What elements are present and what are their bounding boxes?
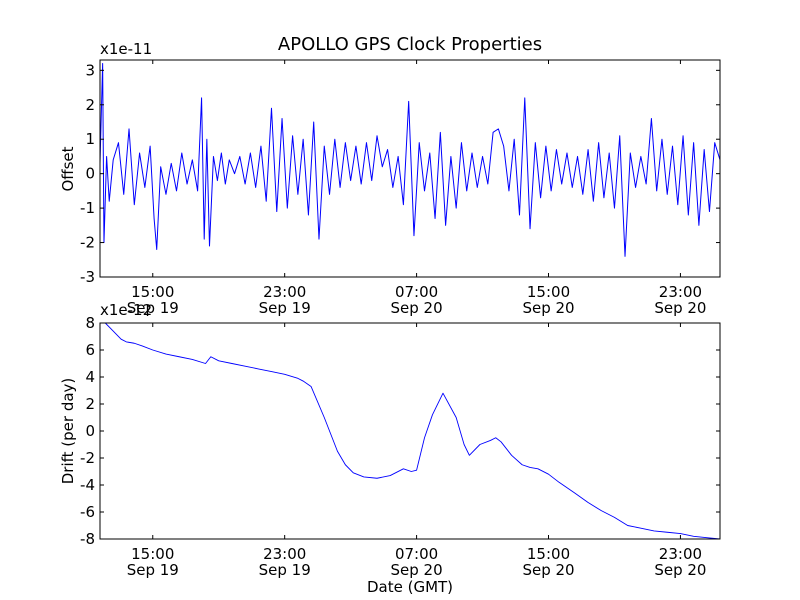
offset-plot-frame <box>99 59 721 278</box>
offset-xtick-date: Sep 19 <box>259 299 311 317</box>
offset-xtick-time: 23:00 <box>659 283 702 301</box>
drift-xtick-time: 15:00 <box>131 545 174 563</box>
offset-ylabel: Offset <box>59 146 77 191</box>
drift-xtick-time: 07:00 <box>395 545 438 563</box>
drift-ytick-label: -4 <box>80 476 95 494</box>
drift-y-axis: -8 -6 -4 -2 0 2 4 6 8 <box>80 314 720 548</box>
drift-ytick-label: 8 <box>85 314 95 332</box>
offset-y-axis: -3 -2 -1 0 1 2 3 <box>80 61 720 286</box>
offset-ytick-label: 1 <box>85 130 95 148</box>
offset-xtick-date: Sep 20 <box>391 299 443 317</box>
drift-xtick-time: 23:00 <box>659 545 702 563</box>
drift-xtick-date: Sep 19 <box>259 561 311 579</box>
offset-xtick-time: 15:00 <box>527 283 570 301</box>
drift-ytick-label: -6 <box>80 503 95 521</box>
offset-xtick-date: Sep 20 <box>522 299 574 317</box>
offset-ytick-label: -3 <box>80 268 95 286</box>
offset-xtick-time: 07:00 <box>395 283 438 301</box>
offset-xtick-time: 23:00 <box>263 283 306 301</box>
drift-ytick-label: 2 <box>85 395 95 413</box>
drift-ytick-label: -2 <box>80 449 95 467</box>
figure-title: APOLLO GPS Clock Properties <box>278 34 542 55</box>
drift-multiplier-label: x1e-12 <box>100 301 152 319</box>
offset-ytick-label: 2 <box>85 96 95 114</box>
drift-xtick-date: Sep 19 <box>127 561 179 579</box>
drift-xtick-time: 15:00 <box>527 545 570 563</box>
offset-ytick-label: 0 <box>85 165 95 183</box>
offset-xtick-date: Sep 20 <box>654 299 706 317</box>
drift-ytick-label: 6 <box>85 341 95 359</box>
offset-multiplier-label: x1e-11 <box>100 40 152 58</box>
offset-xtick-time: 15:00 <box>131 283 174 301</box>
drift-plot-frame <box>99 322 721 540</box>
drift-xtick-date: Sep 20 <box>654 561 706 579</box>
offset-xtick-date: Sep 19 <box>127 299 179 317</box>
figure-xlabel: Date (GMT) <box>367 578 453 596</box>
drift-xtick-date: Sep 20 <box>391 561 443 579</box>
offset-ytick-label: 3 <box>85 61 95 79</box>
drift-ytick-label: 4 <box>85 368 95 386</box>
drift-series <box>100 322 721 540</box>
drift-panel: x1e-12 Drift (per day) -8 -6 -4 -2 0 2 4 6 8 15:… <box>59 301 721 579</box>
drift-xtick-time: 23:00 <box>263 545 306 563</box>
drift-ylabel: Drift (per day) <box>59 378 77 485</box>
drift-ytick-label: -8 <box>80 530 95 548</box>
drift-line <box>100 322 721 540</box>
offset-ytick-label: -1 <box>80 199 95 217</box>
offset-line <box>99 62 721 257</box>
offset-ytick-label: -2 <box>80 234 95 252</box>
offset-series <box>99 62 721 257</box>
drift-xtick-date: Sep 20 <box>522 561 574 579</box>
drift-ytick-label: 0 <box>85 422 95 440</box>
